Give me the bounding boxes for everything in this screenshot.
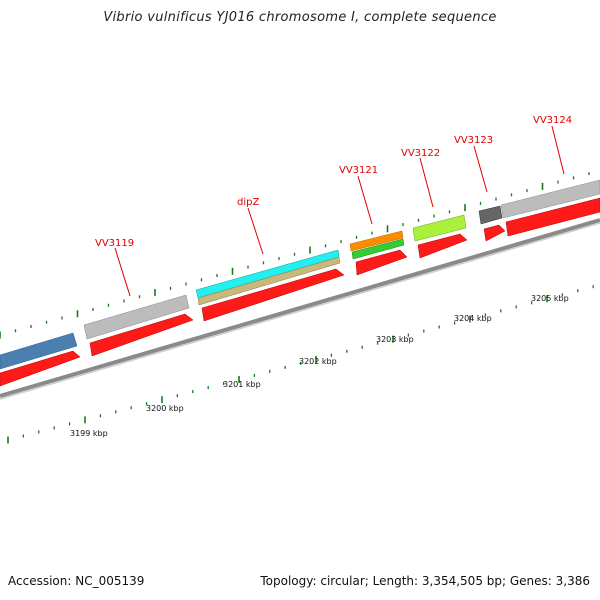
scale-label: 3200 kbp	[146, 404, 184, 413]
cds-arrow	[201, 268, 345, 322]
cds-arrow	[417, 233, 468, 259]
backbone-shadow	[0, 222, 600, 400]
map-title: Vibrio vulnificus YJ016 chromosome I, co…	[103, 10, 497, 25]
cds-track	[0, 197, 600, 387]
feature-bar-lime	[412, 214, 467, 242]
feature-bar-gray	[500, 179, 600, 219]
gene-label-vv3122[interactable]: VV3122	[401, 148, 440, 159]
feature-bar-green	[351, 238, 405, 260]
inner-tick-ring	[7, 285, 594, 444]
leader-line	[247, 207, 264, 255]
scale-label: 3199 kbp	[70, 429, 108, 438]
scale-label: 3205 kbp	[531, 294, 569, 303]
feature-track	[0, 179, 600, 370]
gene-label-vv3124[interactable]: VV3124	[533, 115, 572, 126]
feature-bar-blue	[0, 332, 78, 370]
gene-labels: VV3119 dipZ VV3121 VV3122 VV3123 VV3124	[95, 115, 572, 249]
scale-label: 3201 kbp	[223, 380, 261, 389]
cds-arrow	[483, 224, 506, 242]
gene-label-vv3123[interactable]: VV3123	[454, 135, 493, 146]
gene-label-vv3119[interactable]: VV3119	[95, 238, 134, 249]
feature-bar-dark	[478, 205, 503, 225]
scale-labels: 3199 kbp 3200 kbp 3201 kbp 3202 kbp 3203…	[70, 294, 569, 438]
leader-line	[357, 175, 373, 225]
cds-arrow	[89, 313, 194, 357]
leader-line	[551, 125, 565, 175]
cds-arrow	[505, 197, 600, 237]
gene-label-vv3121[interactable]: VV3121	[339, 165, 378, 176]
outer-tick-ring	[0, 172, 590, 339]
summary-text: Topology: circular; Length: 3,354,505 bp…	[260, 574, 590, 588]
accession-text: Accession: NC_005139	[8, 574, 145, 588]
scale-label: 3203 kbp	[376, 335, 414, 344]
scale-label: 3202 kbp	[299, 357, 337, 366]
leader-line	[114, 247, 131, 297]
cds-arrow	[355, 249, 408, 276]
label-leaders	[114, 125, 565, 297]
cds-arrow	[0, 350, 81, 387]
leader-line	[419, 157, 434, 208]
feature-bar-orange	[349, 230, 404, 252]
backbone-line	[0, 218, 600, 398]
feature-bar-gray	[83, 294, 190, 340]
feature-bar-tan	[197, 256, 341, 306]
gene-label-dipz[interactable]: dipZ	[237, 197, 259, 208]
scale-label: 3204 kbp	[454, 314, 492, 323]
leader-line	[473, 145, 488, 193]
